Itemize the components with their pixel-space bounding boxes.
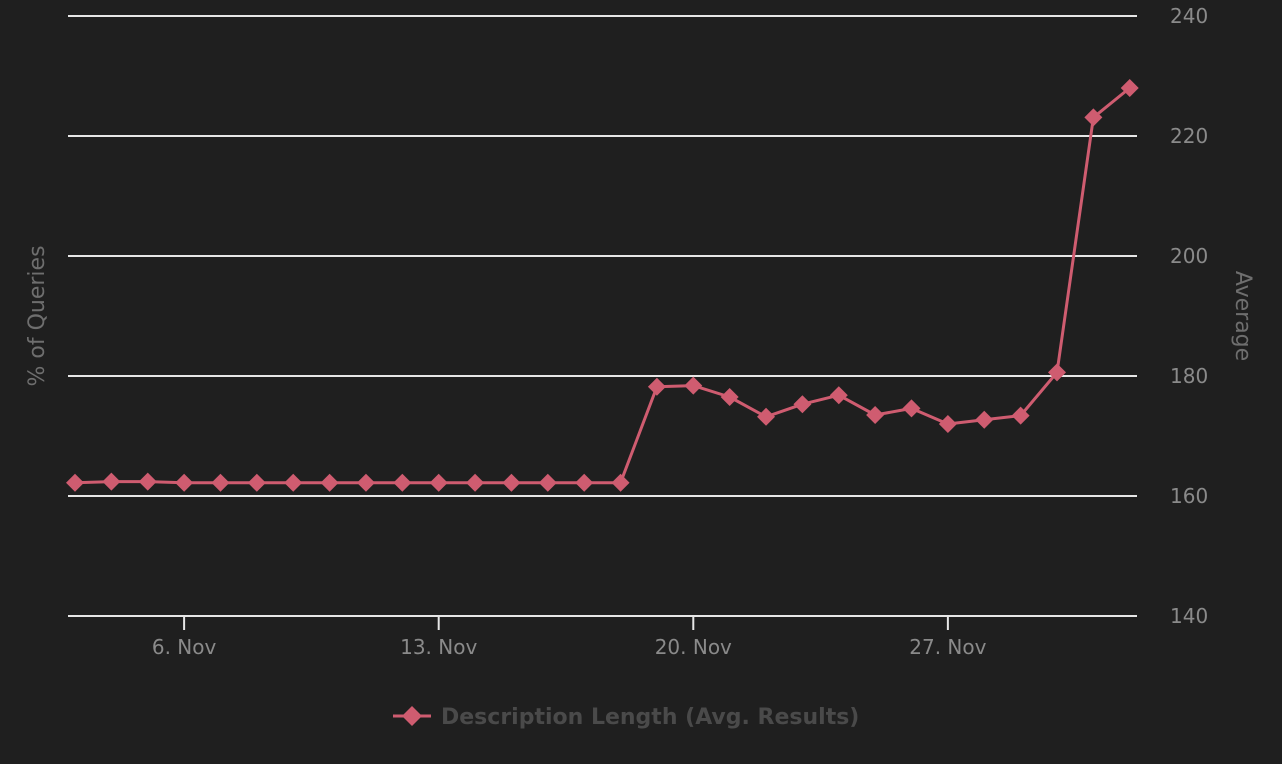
data-point-diamond[interactable] [466,473,485,492]
data-point-diamond[interactable] [1047,363,1066,382]
data-point-diamond[interactable] [975,410,994,429]
data-point-diamond[interactable] [66,473,84,492]
data-point-diamond[interactable] [647,377,666,396]
data-point-diamond[interactable] [829,386,848,405]
y-tick-label: 180 [1170,364,1208,388]
data-point-diamond[interactable] [1011,406,1030,425]
legend[interactable]: Description Length (Avg. Results) [393,705,859,730]
y-axis-right-ticks: 140 160 180 200 220 240 [1170,4,1208,628]
y-tick-label: 200 [1170,244,1208,268]
data-point-diamond[interactable] [866,406,885,424]
data-point-diamond[interactable] [538,473,557,492]
data-point-diamond[interactable] [793,395,812,414]
data-point-diamond[interactable] [902,399,921,418]
data-point-diamond[interactable] [429,473,448,492]
x-tick-label: 13. Nov [400,635,477,659]
data-point-diamond[interactable] [175,473,194,492]
data-point-diamond[interactable] [757,407,776,426]
y-tick-label: 240 [1170,4,1208,28]
data-point-diamond[interactable] [356,473,375,492]
legend-diamond-icon [402,706,422,726]
data-point-diamond[interactable] [575,473,594,492]
y-tick-label: 140 [1170,604,1208,628]
data-point-diamond[interactable] [938,415,957,433]
y-axis-left-title: % of Queries [25,245,50,386]
x-tick-label: 6. Nov [152,635,217,659]
x-axis-ticks: 6. Nov 13. Nov 20. Nov 27. Nov [152,616,987,659]
data-point-diamond[interactable] [284,473,303,492]
gridlines [68,15,1137,617]
y-axis-right-title: Average [1230,271,1255,361]
data-point-diamond[interactable] [611,473,630,492]
data-point-diamond[interactable] [247,473,266,492]
x-tick-label: 20. Nov [655,635,732,659]
data-point-diamond[interactable] [102,472,121,491]
data-point-diamond[interactable] [684,376,703,395]
data-point-diamond[interactable] [502,473,521,492]
x-tick-label: 27. Nov [909,635,986,659]
data-point-diamond[interactable] [211,473,230,492]
series-description-length [66,79,1139,492]
y-tick-label: 160 [1170,484,1208,508]
data-point-diamond[interactable] [393,473,412,492]
data-point-diamond[interactable] [1120,79,1139,97]
data-point-diamond[interactable] [1084,108,1103,127]
legend-label[interactable]: Description Length (Avg. Results) [441,705,859,730]
data-point-diamond[interactable] [320,473,339,492]
data-point-diamond[interactable] [720,388,739,406]
series-line [74,86,1131,485]
y-tick-label: 220 [1170,124,1208,148]
data-point-diamond[interactable] [138,472,157,491]
